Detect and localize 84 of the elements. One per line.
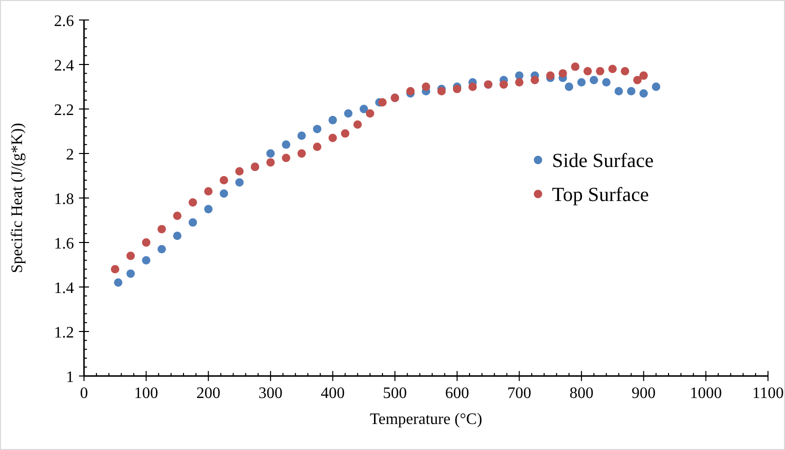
point — [220, 189, 228, 198]
x-tick-label: 1000 — [690, 385, 722, 402]
x-tick-label: 0 — [80, 385, 88, 402]
point — [344, 109, 352, 118]
y-tick-label: 1.2 — [54, 324, 74, 342]
point — [614, 87, 623, 96]
point — [110, 265, 120, 274]
point — [437, 87, 446, 96]
x-tick-label: 200 — [196, 385, 220, 402]
point — [312, 142, 322, 152]
point — [590, 76, 598, 84]
point — [142, 256, 150, 264]
y-tick-label: 1 — [66, 369, 74, 386]
x-axis-title: Temperature (°C) — [370, 411, 482, 428]
point — [627, 87, 636, 96]
point — [558, 69, 567, 78]
point — [577, 78, 586, 86]
point — [515, 78, 524, 86]
point — [583, 66, 592, 76]
point — [608, 64, 617, 74]
point — [596, 66, 604, 76]
point — [142, 238, 150, 247]
point — [126, 252, 135, 260]
x-tick-label: 100 — [134, 385, 158, 402]
legend-label: Top Surface — [552, 184, 650, 206]
point — [220, 176, 228, 184]
point — [297, 149, 306, 158]
x-tick-label: 800 — [569, 385, 594, 402]
y-axis-title: Specific Heat (J/(g*K)) — [9, 122, 26, 274]
point — [452, 84, 462, 94]
point — [639, 89, 648, 98]
point — [366, 109, 374, 118]
point — [571, 62, 580, 71]
point — [235, 178, 244, 187]
y-tick-label: 1.6 — [54, 236, 74, 252]
point — [173, 212, 182, 220]
y-tick-label: 2.6 — [54, 13, 74, 30]
point — [500, 80, 508, 89]
point — [328, 134, 337, 142]
point — [620, 66, 630, 76]
x-tick-label: 1100 — [752, 385, 784, 402]
point — [378, 98, 387, 107]
point — [406, 87, 415, 96]
point — [282, 154, 290, 162]
point — [422, 82, 430, 91]
point — [188, 198, 198, 207]
point — [158, 224, 166, 234]
point — [530, 76, 540, 84]
point — [158, 244, 166, 254]
point — [328, 116, 337, 124]
point — [235, 167, 244, 176]
point — [353, 120, 362, 129]
y-tick-label: 1.8 — [54, 191, 74, 208]
point — [126, 269, 135, 278]
point — [546, 71, 555, 80]
y-tick-label: 2.4 — [54, 58, 74, 74]
y-tick-label: 2 — [66, 146, 74, 164]
y-tick-label: 2.2 — [54, 102, 74, 119]
legend-label: Side Surface — [552, 150, 654, 172]
x-tick-label: 500 — [382, 385, 407, 402]
point — [297, 132, 306, 140]
point — [633, 76, 642, 84]
point — [114, 278, 122, 287]
point — [266, 149, 275, 158]
point — [204, 187, 213, 196]
y-tick-label: 1.4 — [54, 280, 74, 297]
point — [188, 218, 198, 227]
point — [266, 158, 275, 167]
point — [652, 82, 660, 91]
x-tick-label: 700 — [507, 385, 532, 402]
x-tick-label: 400 — [320, 385, 345, 402]
point — [173, 232, 182, 240]
point — [360, 104, 368, 114]
point — [468, 82, 477, 91]
point — [564, 82, 574, 91]
point — [204, 204, 213, 214]
point — [340, 129, 350, 138]
point — [639, 71, 648, 80]
point — [312, 124, 322, 134]
point — [282, 140, 290, 149]
x-tick-label: 300 — [258, 385, 283, 402]
x-tick-label: 900 — [632, 385, 656, 402]
x-tick-label: 600 — [445, 385, 470, 402]
point — [602, 78, 611, 86]
